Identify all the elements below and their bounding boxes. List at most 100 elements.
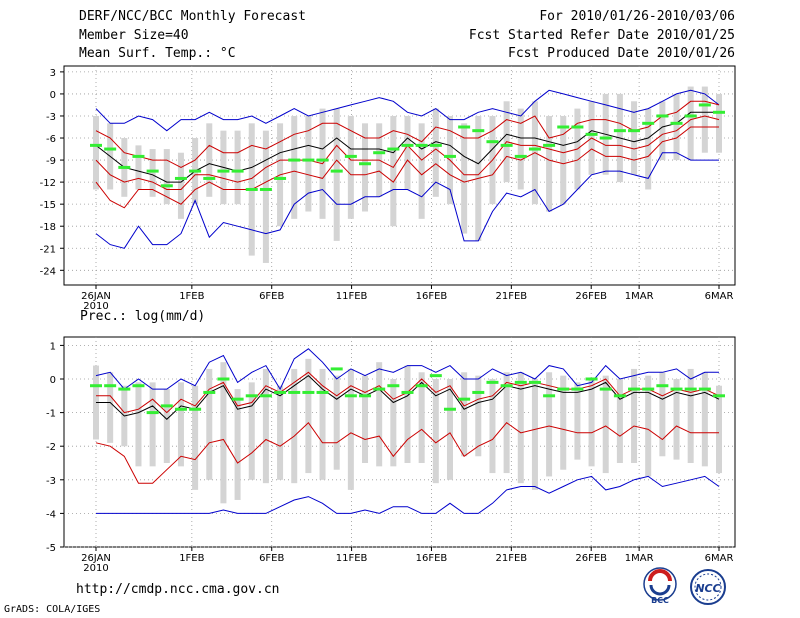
- x-tick-label: 26JAN: [81, 291, 111, 302]
- x-tick-label: 26FEB: [575, 291, 607, 302]
- temperature-variable-label: Mean Surf. Temp.: °C: [79, 46, 236, 61]
- member-range-bar: [206, 368, 213, 480]
- x-tick-label: 1FEB: [179, 291, 204, 302]
- x-tick-label: 11FEB: [336, 553, 368, 564]
- x-tick-label: 26JAN: [81, 553, 111, 564]
- x-tick-label: 1FEB: [179, 553, 204, 564]
- member-range-bar: [687, 86, 694, 161]
- member-range-bar: [475, 375, 482, 457]
- x-tick-label: 11FEB: [336, 291, 368, 302]
- member-range-bar: [149, 149, 156, 197]
- member-range-bar: [93, 115, 99, 190]
- member-range-bar: [461, 123, 468, 234]
- member-range-bar: [234, 130, 241, 205]
- y-tick-label: -21: [40, 244, 56, 255]
- member-range-bar: [333, 108, 340, 241]
- member-range-bar: [616, 379, 623, 463]
- lower-spread-line: [95, 421, 719, 484]
- member-range-bar: [432, 108, 439, 197]
- member-range-bar: [701, 86, 708, 153]
- y-tick-label: -5: [46, 543, 56, 554]
- member-range-bar: [135, 145, 142, 190]
- member-range-bar: [418, 123, 425, 219]
- member-range-bar: [362, 123, 369, 212]
- member-range-bar: [390, 115, 397, 227]
- member-range-bar: [531, 379, 538, 490]
- member-range-bar: [347, 115, 354, 219]
- member-range-bar: [262, 130, 269, 263]
- member-range-bar: [305, 115, 312, 212]
- member-range-bar: [517, 108, 524, 190]
- logos: BCC NCC: [643, 567, 726, 605]
- x-tick-label: 21FEB: [496, 553, 528, 564]
- member-range-bar: [716, 385, 722, 474]
- member-range-bar: [376, 362, 383, 467]
- member-range-bar: [659, 372, 666, 457]
- member-range-bar: [192, 385, 199, 490]
- bcc-logo-text: BCC: [651, 596, 669, 605]
- y-tick-label: -2: [46, 442, 56, 453]
- bcc-logo-icon: BCC: [643, 567, 677, 605]
- member-range-bar: [673, 93, 680, 161]
- member-range-bar: [291, 115, 298, 219]
- member-range-bar: [489, 379, 496, 474]
- member-range-bar: [206, 123, 213, 197]
- x-tick-label: 6FEB: [259, 553, 284, 564]
- max-envelope-line: [95, 89, 720, 132]
- member-range-bar: [701, 372, 708, 467]
- x-tick-label: 1MAR: [625, 291, 654, 302]
- x-tick-label: 6FEB: [259, 291, 284, 302]
- x-year-label: 2010: [83, 563, 108, 574]
- member-range-bar: [177, 152, 184, 219]
- y-tick-label: -1: [46, 409, 56, 420]
- member-range-bar: [404, 365, 411, 463]
- member-range-bar: [716, 93, 722, 153]
- y-tick-label: -12: [40, 178, 56, 189]
- forecast-started-label: Fcst Started Refer Date 2010/01/25: [468, 28, 735, 43]
- member-range-bar: [517, 372, 524, 484]
- member-range-bar: [602, 375, 609, 474]
- member-range-bar: [588, 379, 595, 467]
- y-tick-label: -9: [46, 156, 56, 167]
- member-range-bar: [262, 368, 269, 484]
- plot-frame-1: [63, 336, 736, 548]
- member-range-bar: [220, 362, 227, 504]
- member-range-bar: [248, 382, 255, 480]
- member-range-bar: [560, 375, 567, 470]
- website-url[interactable]: http://cmdp.ncc.cma.gov.cn: [76, 582, 280, 597]
- x-tick-label: 6MAR: [705, 553, 734, 564]
- member-range-bar: [645, 108, 652, 190]
- upper-spread-line: [95, 100, 720, 168]
- member-range-bar: [319, 368, 326, 480]
- member-range-bar: [333, 375, 340, 470]
- member-range-bar: [659, 101, 666, 161]
- member-range-bar: [107, 372, 114, 443]
- member-range-bar: [277, 385, 284, 480]
- min-envelope-line: [96, 475, 720, 514]
- y-tick-label: -3: [46, 476, 56, 487]
- member-range-bar: [645, 375, 652, 477]
- max-envelope-line: [95, 348, 719, 391]
- forecast-produced-label: Fcst Produced Date 2010/01/26: [508, 46, 735, 61]
- member-range-bar: [546, 372, 553, 477]
- precip-variable-label: Prec.: log(mm/d): [80, 309, 206, 324]
- min-envelope-line: [95, 152, 719, 249]
- member-range-bar: [305, 358, 312, 474]
- y-tick-label: -18: [40, 222, 56, 233]
- member-range-bar: [418, 372, 425, 463]
- member-range-bar: [135, 382, 142, 467]
- member-range-bar: [291, 368, 298, 484]
- y-tick-label: 0: [50, 90, 56, 101]
- member-range-bar: [446, 379, 453, 480]
- x-tick-label: 6MAR: [705, 291, 734, 302]
- x-tick-label: 26FEB: [575, 553, 607, 564]
- y-tick-label: -15: [40, 200, 56, 211]
- x-tick-label: 21FEB: [496, 291, 528, 302]
- grads-credit: GrADS: COLA/IGES: [4, 604, 101, 615]
- forecast-period-label: For 2010/01/26-2010/03/06: [539, 9, 735, 24]
- y-tick-label: -3: [46, 112, 56, 123]
- lower-spread-line-2: [95, 126, 719, 209]
- y-tick-label: 3: [50, 68, 56, 79]
- x-tick-label: 1MAR: [625, 553, 654, 564]
